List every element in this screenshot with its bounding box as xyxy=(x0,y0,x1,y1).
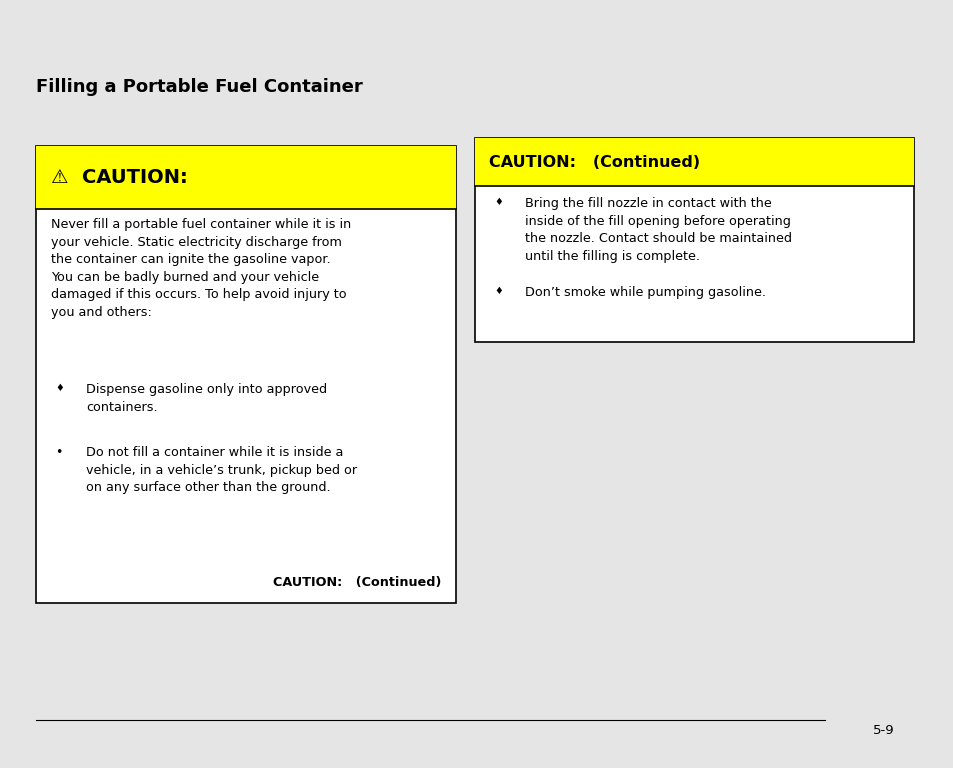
Text: CAUTION:   (Continued): CAUTION: (Continued) xyxy=(274,576,441,589)
Bar xyxy=(36,146,456,209)
Bar xyxy=(475,138,913,342)
Text: Do not fill a container while it is inside a
vehicle, in a vehicle’s trunk, pick: Do not fill a container while it is insi… xyxy=(86,446,356,495)
Text: CAUTION:   (Continued): CAUTION: (Continued) xyxy=(489,154,700,170)
Text: Bring the fill nozzle in contact with the
inside of the fill opening before oper: Bring the fill nozzle in contact with th… xyxy=(524,197,791,263)
Text: 5-9: 5-9 xyxy=(872,724,894,737)
Text: Never fill a portable fuel container while it is in
your vehicle. Static electri: Never fill a portable fuel container whi… xyxy=(51,218,351,319)
Bar xyxy=(36,146,456,603)
Text: Don’t smoke while pumping gasoline.: Don’t smoke while pumping gasoline. xyxy=(524,286,765,299)
Text: ♦: ♦ xyxy=(55,383,64,393)
Text: ⚠  CAUTION:: ⚠ CAUTION: xyxy=(51,168,187,187)
Text: ♦: ♦ xyxy=(494,197,502,207)
Text: •: • xyxy=(55,446,63,459)
Text: Dispense gasoline only into approved
containers.: Dispense gasoline only into approved con… xyxy=(86,383,327,414)
Text: ♦: ♦ xyxy=(494,286,502,296)
Text: Filling a Portable Fuel Container: Filling a Portable Fuel Container xyxy=(36,78,363,96)
Bar xyxy=(475,138,913,186)
